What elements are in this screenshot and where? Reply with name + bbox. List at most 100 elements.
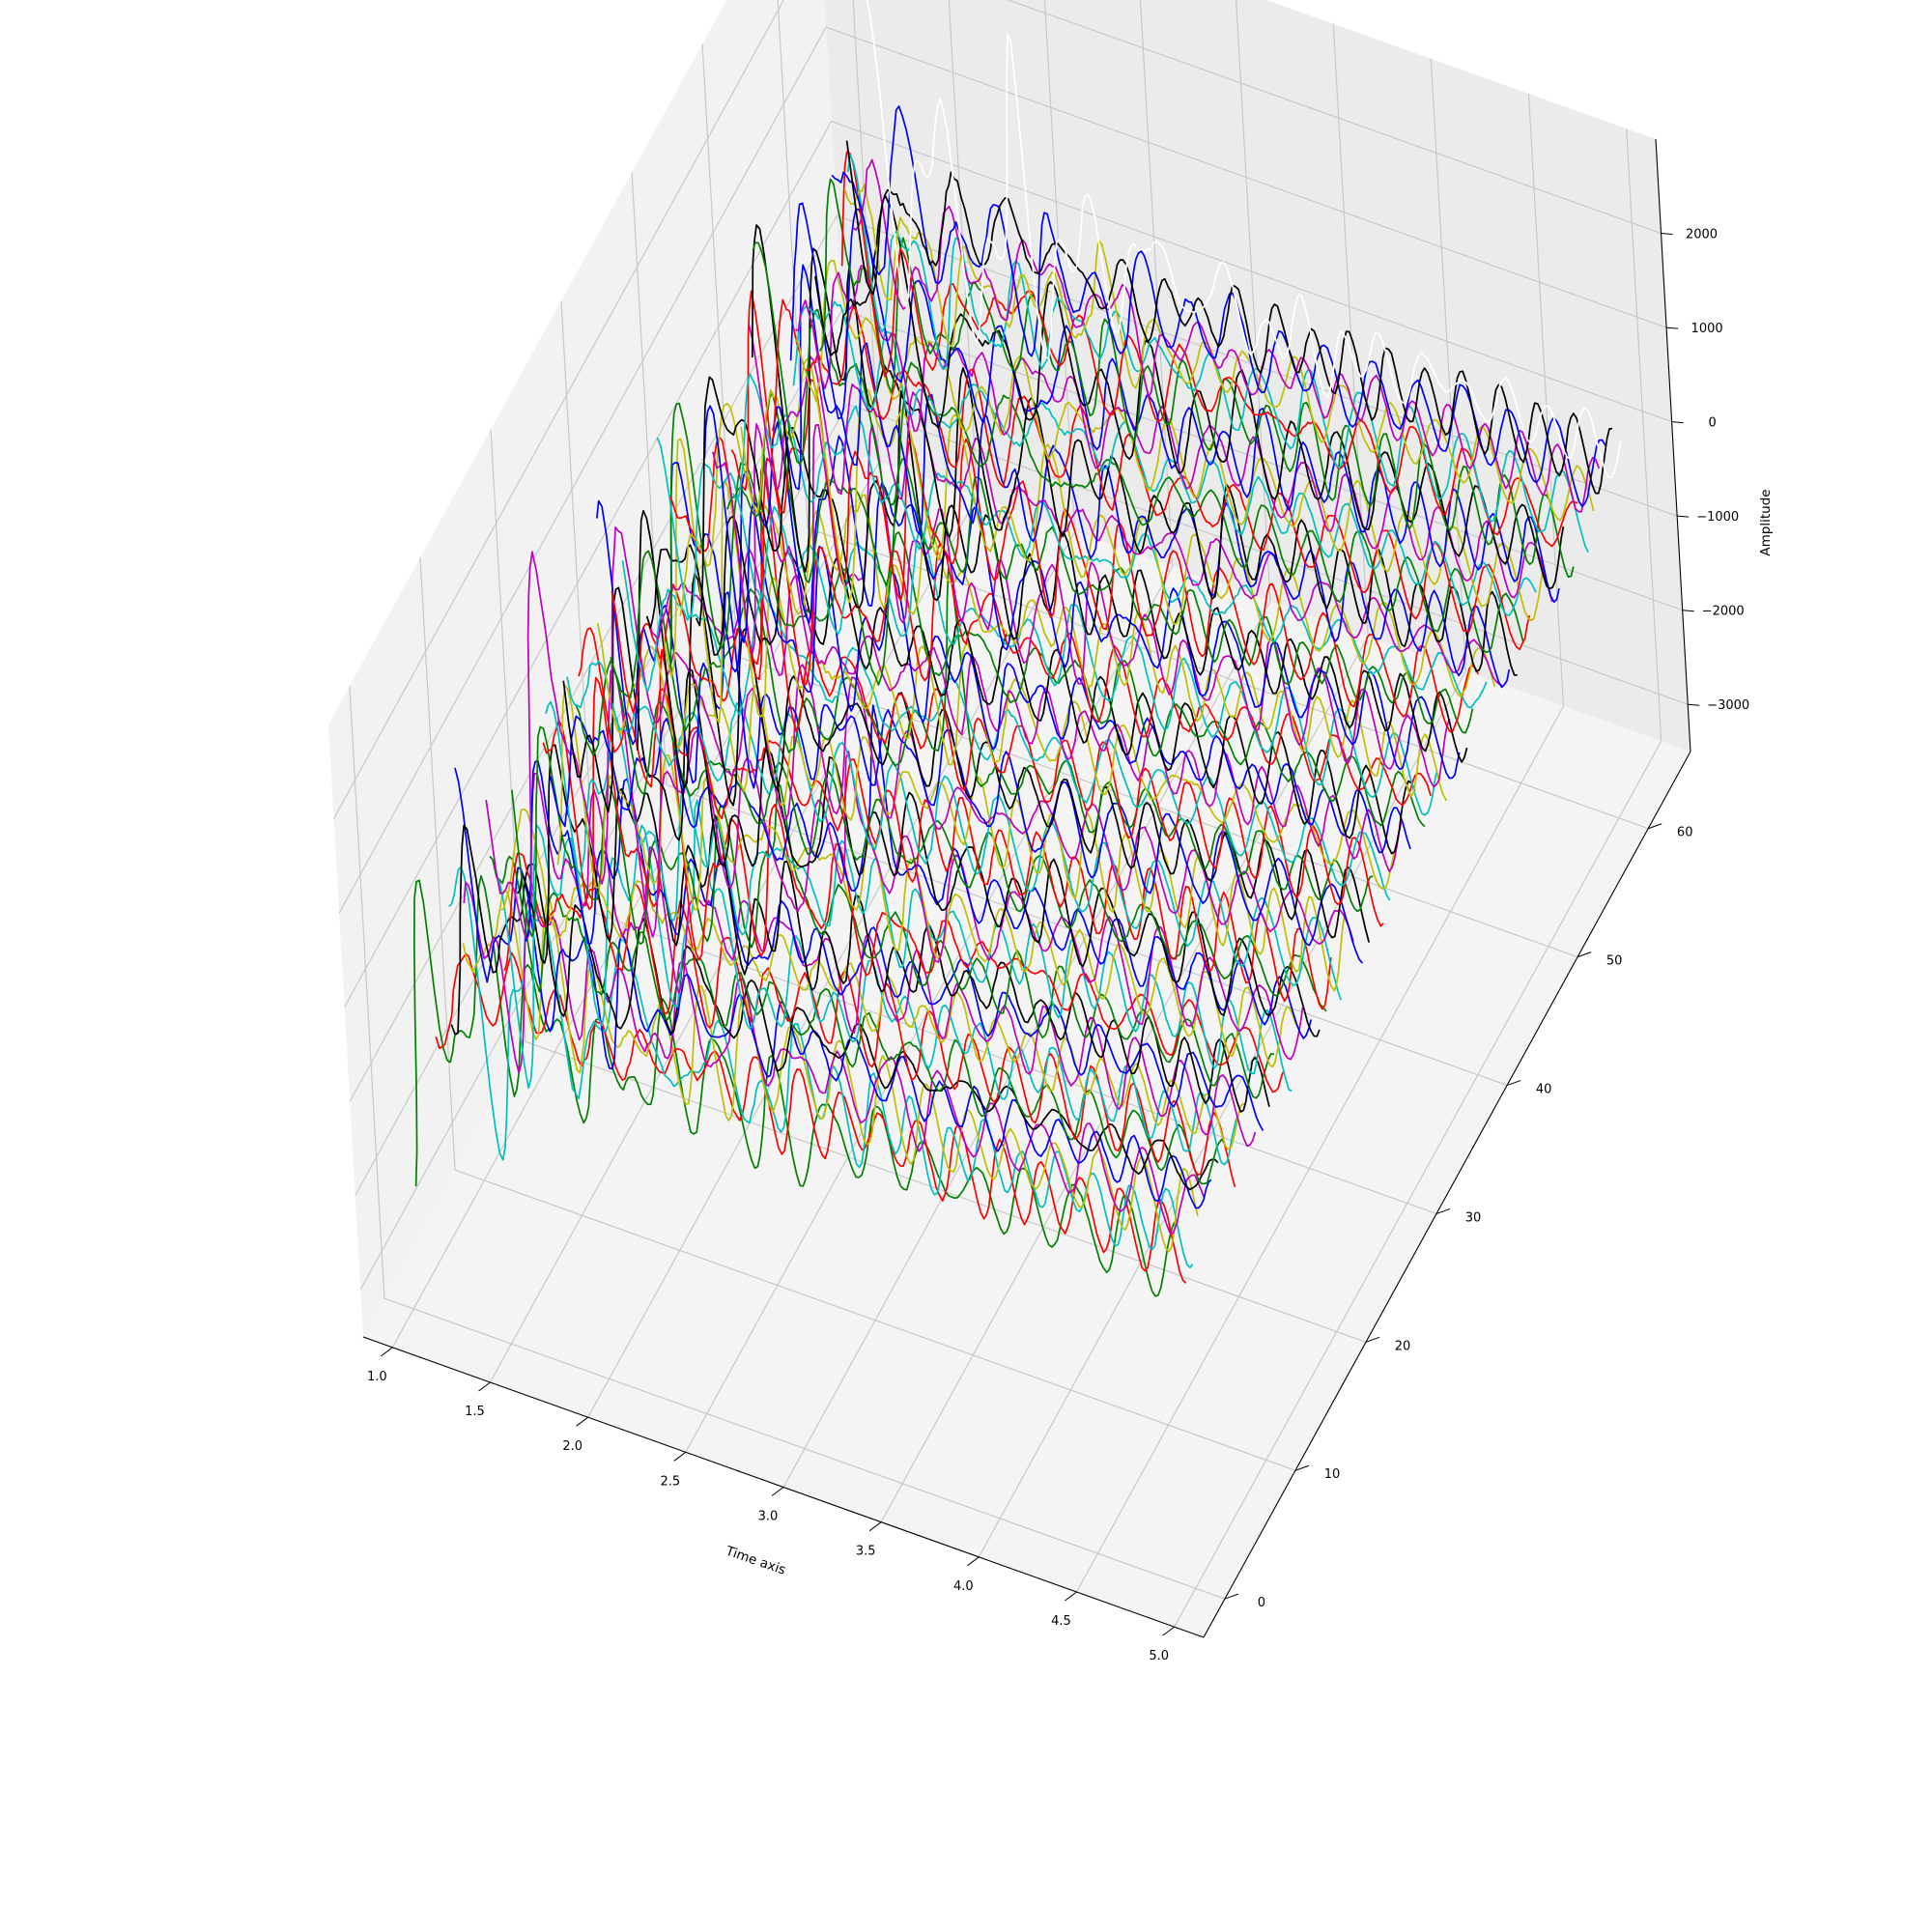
series-line xyxy=(663,438,1396,891)
y-tick-label: 40 xyxy=(1536,1083,1552,1097)
z-tick xyxy=(1677,515,1690,518)
z-tick-label: −2000 xyxy=(1702,605,1745,619)
x-tick xyxy=(478,1381,491,1392)
z-tick-label: 0 xyxy=(1708,416,1716,431)
series-line xyxy=(840,151,1578,548)
y-tick-label: 60 xyxy=(1677,826,1693,840)
x-tick xyxy=(967,1556,980,1567)
series-line xyxy=(645,515,1416,855)
series-line xyxy=(516,744,1270,1113)
y-grid-line xyxy=(777,0,1649,830)
y-tick-label: 0 xyxy=(1258,1596,1265,1610)
series-line xyxy=(751,224,1518,676)
series-line xyxy=(818,178,1575,579)
x-tick xyxy=(673,1451,687,1462)
x-tick xyxy=(381,1347,393,1357)
z-axis-line xyxy=(1655,138,1691,753)
series-line xyxy=(772,298,1531,651)
x-tick xyxy=(771,1487,784,1496)
x-tick-label: 2.0 xyxy=(562,1439,582,1454)
series-line xyxy=(545,700,1293,1092)
series-line xyxy=(712,423,1451,788)
y-tick-label: 10 xyxy=(1324,1467,1341,1482)
y-tick-label: 50 xyxy=(1606,954,1623,969)
z-tick-label: 2000 xyxy=(1686,228,1718,242)
series-line xyxy=(575,660,1327,1012)
series-line xyxy=(792,300,1537,617)
y-tick xyxy=(1506,1080,1521,1087)
x-tick-label: 2.5 xyxy=(660,1474,680,1489)
series-line xyxy=(732,372,1488,709)
series-line xyxy=(556,684,1297,1068)
series-line xyxy=(669,436,1432,807)
series-line xyxy=(772,264,1511,689)
series-line xyxy=(566,660,1343,1001)
series-line xyxy=(562,586,1321,1037)
series-line xyxy=(748,323,1503,687)
z-tick xyxy=(1661,233,1673,236)
series-line xyxy=(450,824,1219,1191)
series-line xyxy=(595,499,1364,964)
y-grid-line xyxy=(349,686,1226,1600)
z-grid-line xyxy=(344,120,1672,1008)
series-line xyxy=(679,403,1448,802)
z-grid-line xyxy=(338,26,1667,914)
x-tick xyxy=(576,1416,588,1427)
series-line xyxy=(503,852,1236,1188)
series-line xyxy=(669,462,1411,854)
y-grid-line xyxy=(560,300,1437,1214)
x-axis-label: Time axis xyxy=(723,1543,787,1577)
tick-labels: 1.0 1.5 2.0 2.5 3.0 3.5 4.0 4.5 5.0 0 10 20 30 40 50 60… xyxy=(367,228,1749,1664)
z-tick-label: 1000 xyxy=(1691,322,1723,336)
z-tick-label: −3000 xyxy=(1707,698,1749,713)
tick-marks xyxy=(381,233,1700,1636)
series-line xyxy=(843,184,1595,522)
series-line xyxy=(845,140,1613,495)
z-tick-label: −1000 xyxy=(1696,510,1739,525)
series-line xyxy=(412,874,1176,1297)
y-tick-label: 20 xyxy=(1395,1339,1411,1353)
x-tick-label: 1.0 xyxy=(367,1370,387,1384)
x-tick-label: 3.0 xyxy=(758,1510,779,1524)
series-line xyxy=(730,290,1480,733)
series-line xyxy=(852,158,1601,513)
x-tick-label: 3.5 xyxy=(856,1545,876,1559)
x-tick xyxy=(1162,1626,1175,1636)
series-line xyxy=(795,265,1553,603)
y-grid-line xyxy=(490,429,1367,1343)
series-line xyxy=(847,153,1589,553)
series-line xyxy=(511,725,1275,1099)
x-tick xyxy=(1065,1591,1077,1602)
series-line xyxy=(831,105,1606,508)
series-line xyxy=(752,242,1524,654)
y-tick xyxy=(1577,952,1592,958)
x-tick-label: 4.5 xyxy=(1051,1614,1071,1629)
x-tick-label: 1.5 xyxy=(465,1405,485,1419)
x-tick-label: 4.0 xyxy=(953,1579,974,1594)
y-tick xyxy=(1294,1464,1310,1471)
y-tick xyxy=(1224,1593,1239,1600)
series-line xyxy=(647,547,1403,873)
y-tick xyxy=(1435,1208,1451,1214)
series-line xyxy=(489,855,1226,1185)
y-grid-line xyxy=(631,172,1508,1087)
y-tick xyxy=(1648,823,1662,830)
z-grid-line xyxy=(332,0,1662,819)
y-tick-label: 30 xyxy=(1465,1210,1482,1225)
series-group xyxy=(412,0,1622,1297)
series-line xyxy=(695,376,1468,763)
series-line xyxy=(866,0,1622,479)
series-line xyxy=(462,889,1199,1253)
z-tick xyxy=(1666,327,1679,329)
z-tick xyxy=(1671,421,1684,424)
series-line xyxy=(525,759,1264,1131)
series-line xyxy=(656,437,1438,816)
series-line xyxy=(542,649,1284,1094)
x-tick xyxy=(868,1521,882,1532)
y-tick xyxy=(1365,1336,1380,1343)
z-axis-label: Amplitude xyxy=(1758,489,1774,555)
series-line xyxy=(814,194,1565,590)
y-grid-line xyxy=(419,557,1296,1471)
y-axis-line xyxy=(1203,751,1691,1638)
